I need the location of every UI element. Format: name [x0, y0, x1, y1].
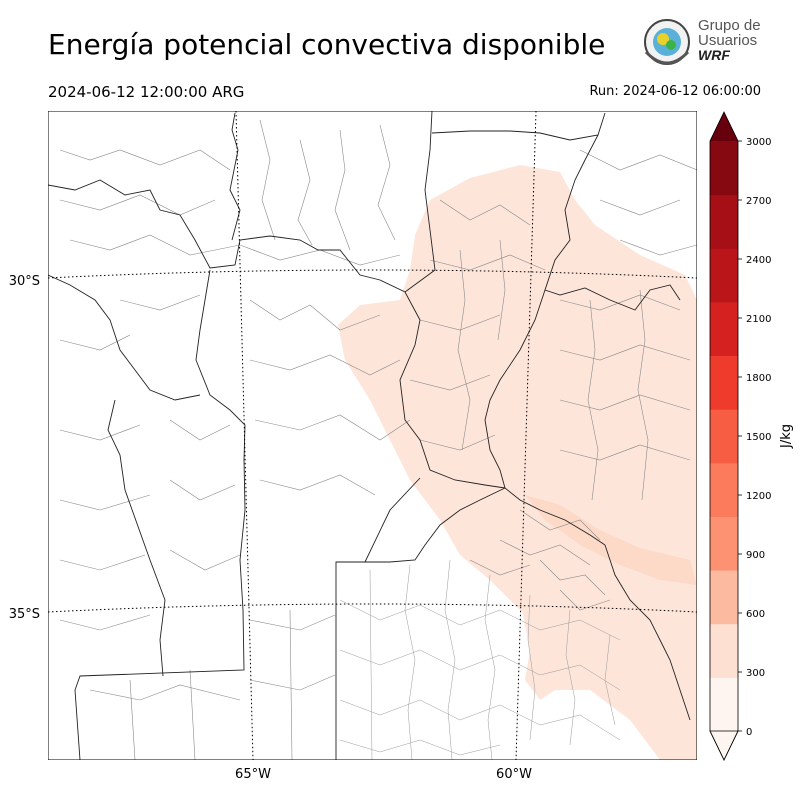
- department-boundaries: [59, 119, 697, 760]
- colorbar-tick-label: 1800: [746, 373, 771, 384]
- cape-shading-band: [525, 495, 697, 585]
- colorbar-underflow-arrow: [709, 730, 739, 761]
- graticule: [48, 111, 697, 760]
- colorbar-segment: [710, 194, 738, 249]
- province-boundaries: [48, 111, 691, 760]
- colorbar-segment: [710, 248, 738, 303]
- valid-time: 2024-06-12 12:00:00 ARG: [48, 83, 245, 101]
- colorbar-tick-label: 600: [746, 609, 765, 620]
- colorbar-segment: [710, 462, 738, 517]
- colorbar-tick-label: 1500: [746, 432, 771, 443]
- lat-label-30s: 30°S: [9, 274, 40, 289]
- colorbar-segment: [710, 141, 738, 196]
- colorbar-tick-label: 3000: [746, 137, 771, 148]
- colorbar-overflow-arrow: [710, 112, 738, 141]
- lat-label-35s: 35°S: [9, 607, 40, 622]
- logo-emblem-icon: [644, 19, 690, 65]
- run-time: Run: 2024-06-12 06:00:00: [589, 84, 761, 99]
- map-panel: [48, 111, 697, 760]
- colorbar-segment: [710, 516, 738, 571]
- partido-boundaries: [339, 559, 621, 760]
- colorbar-segment: [710, 301, 738, 357]
- logo-line1: Grupo de: [698, 17, 761, 34]
- cape-shading: [338, 165, 697, 760]
- lon-label-60w: 60°W: [496, 767, 532, 782]
- colorbar-tick-label: 2100: [746, 314, 771, 325]
- cape-shading-south: [520, 600, 697, 760]
- colorbar-segment: [710, 355, 738, 410]
- colorbar-tick-label: 0: [746, 727, 752, 738]
- colorbar-tick-label: 2400: [746, 255, 771, 266]
- colorbar-tick-label: 2700: [746, 196, 771, 207]
- logo-line3: WRF: [698, 47, 730, 63]
- logo-line2: Usuarios: [698, 32, 758, 49]
- colorbar-label: J/kg: [779, 424, 794, 449]
- colorbar-segment: [710, 409, 738, 464]
- colorbar-tick-label: 300: [746, 668, 765, 679]
- wrf-logo: Grupo de Usuarios WRF: [638, 16, 768, 72]
- lon-label-65w: 65°W: [235, 767, 271, 782]
- page-title: Energía potencial convectiva disponible: [48, 28, 606, 61]
- colorbar: 0 300 600 900 1200 1500 1800 2100 2400 2700 3000 J…: [709, 111, 794, 761]
- colorbar-segment: [710, 570, 738, 625]
- colorbar-tick-label: 1200: [746, 491, 771, 502]
- colorbar-segment: [710, 623, 738, 678]
- colorbar-segment: [710, 677, 738, 732]
- colorbar-tick-label: 900: [746, 550, 765, 561]
